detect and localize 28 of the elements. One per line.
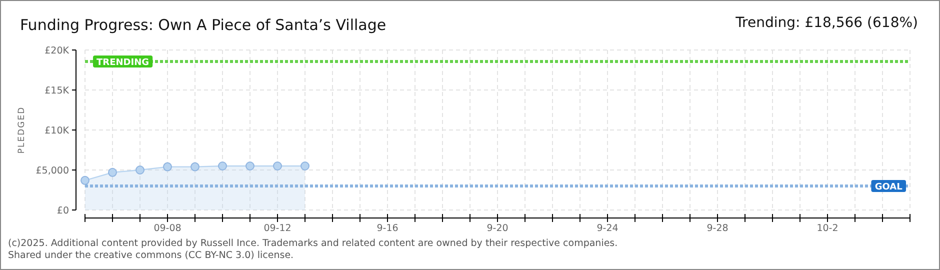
y-tick-label: £15K (44, 86, 70, 96)
point (136, 166, 144, 174)
point (246, 162, 254, 170)
x-tick-label: 9-16 (376, 223, 398, 234)
x-tick-label: 9-20 (486, 223, 508, 234)
point (190, 162, 200, 172)
text: Trending: £18,566 (618%) (734, 15, 918, 31)
point (273, 162, 282, 170)
y-tick-label: £10K (44, 126, 70, 136)
point (300, 162, 310, 170)
y-tick-label: £0 (56, 206, 69, 216)
point (163, 162, 172, 172)
y-tick-label: £20K (44, 46, 70, 56)
chart-title: Funding Progress: Own A Piece of Santa’s Village (20, 16, 386, 34)
x-tick-label: 9-28 (706, 223, 728, 234)
y-axis-title: PLEDGED (17, 106, 27, 154)
text: Shared under the creative commons (CC BY-NC 3.0) license. (8, 250, 294, 261)
point (80, 176, 90, 185)
point (218, 162, 227, 170)
x-tick-label: 09-08 (154, 223, 182, 234)
point (108, 168, 117, 177)
ref-line-label: GOAL (874, 182, 903, 192)
text: (c)2025. Additional content provided by Russell Ince. Trademarks and related content are owned by their respective companies. (8, 238, 618, 249)
x-tick-label: 09-12 (264, 223, 292, 234)
ref-line-label: TRENDING (96, 58, 150, 68)
x-tick-label: 10-2 (816, 223, 838, 234)
x-tick-label: 9-24 (596, 223, 618, 234)
y-tick-label: £5,000 (36, 166, 69, 176)
